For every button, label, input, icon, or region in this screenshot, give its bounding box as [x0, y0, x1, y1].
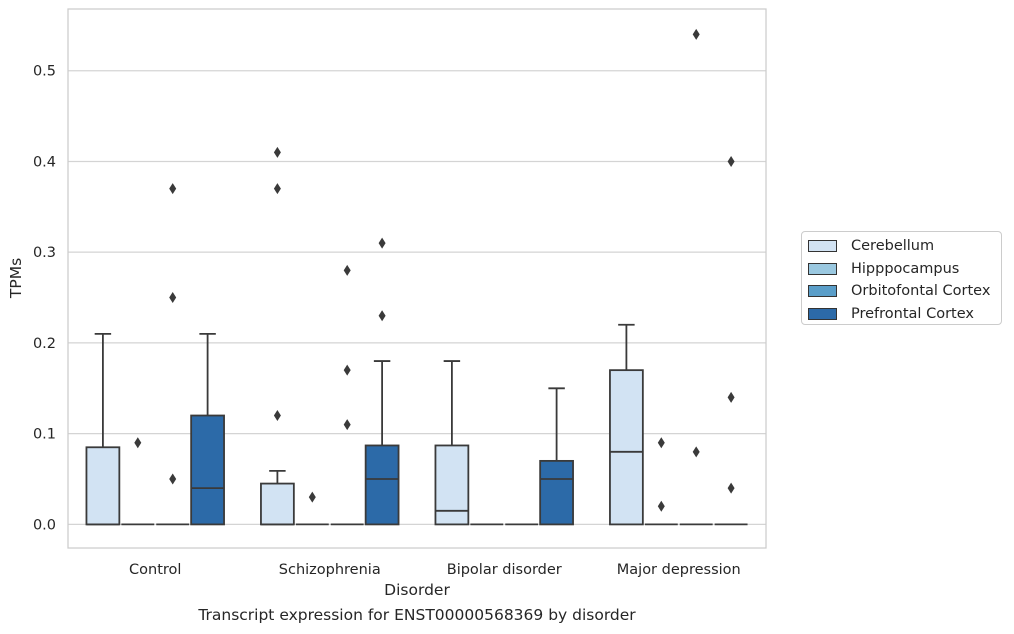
legend-swatch-cerebellum — [808, 240, 837, 253]
y-tick-label: 0.3 — [33, 245, 56, 261]
legend-swatch-hippocampus — [808, 262, 837, 275]
box — [85, 446, 121, 526]
x-tick-label: Schizophrenia — [279, 562, 381, 578]
outlier-point — [169, 473, 177, 485]
outlier-point — [657, 500, 665, 512]
outlier-point — [169, 183, 177, 195]
y-axis-tick-labels: 0.0 0.1 0.2 0.3 0.4 0.5 — [33, 64, 56, 534]
box-plot-series — [85, 28, 748, 526]
outlier-point — [692, 446, 700, 458]
box — [539, 459, 574, 526]
outlier-point — [727, 155, 735, 167]
outlier-point — [692, 28, 700, 40]
legend-item-orbitofrontal-cortex: Orbitofontal Cortex — [808, 280, 1001, 303]
legend-label: Hipppocampus — [851, 260, 960, 277]
outlier-point — [343, 264, 351, 276]
y-axis-label: TPMs — [7, 258, 25, 299]
legend-item-hippocampus: Hipppocampus — [808, 258, 1001, 281]
y-tick-label: 0.4 — [33, 154, 56, 170]
outlier-point — [273, 146, 281, 158]
legend-swatch-orbitofrontal-cortex — [808, 285, 837, 298]
figure-caption: Transcript expression for ENST0000056836… — [198, 606, 636, 624]
box — [609, 369, 644, 526]
y-tick-label: 0.0 — [33, 517, 56, 533]
box — [260, 482, 295, 526]
outlier-point — [727, 482, 735, 494]
x-axis-tick-labels: Control Schizophrenia Bipolar disorder Majo… — [129, 562, 741, 578]
outlier-point — [169, 292, 177, 304]
outlier-point — [657, 437, 665, 449]
plot-area-frame — [67, 8, 767, 549]
outlier-point — [378, 237, 386, 249]
outlier-point — [273, 183, 281, 195]
legend-label: Prefrontal Cortex — [851, 305, 974, 322]
x-tick-label: Control — [129, 562, 181, 578]
y-tick-label: 0.2 — [33, 336, 56, 352]
box — [364, 444, 400, 526]
box — [434, 444, 470, 526]
outlier-point — [308, 491, 316, 503]
y-tick-label: 0.5 — [33, 64, 56, 80]
x-tick-label: Bipolar disorder — [447, 562, 562, 578]
outlier-point — [343, 419, 351, 431]
outlier-point — [134, 437, 142, 449]
legend: Cerebellum Hipppocampus Orbitofontal Cor… — [801, 231, 1002, 325]
y-tick-label: 0.1 — [33, 427, 56, 443]
x-axis-label: Disorder — [384, 581, 450, 599]
legend-item-prefrontal-cortex: Prefrontal Cortex — [808, 303, 1001, 326]
x-tick-label: Major depression — [617, 562, 741, 578]
legend-label: Orbitofontal Cortex — [851, 283, 991, 300]
box — [190, 414, 225, 526]
outlier-point — [343, 364, 351, 376]
outlier-point — [378, 310, 386, 322]
outlier-point — [727, 391, 735, 403]
outlier-point — [273, 410, 281, 422]
legend-label: Cerebellum — [851, 238, 935, 255]
legend-item-cerebellum: Cerebellum — [808, 235, 1001, 258]
legend-swatch-prefrontal-cortex — [808, 307, 837, 320]
